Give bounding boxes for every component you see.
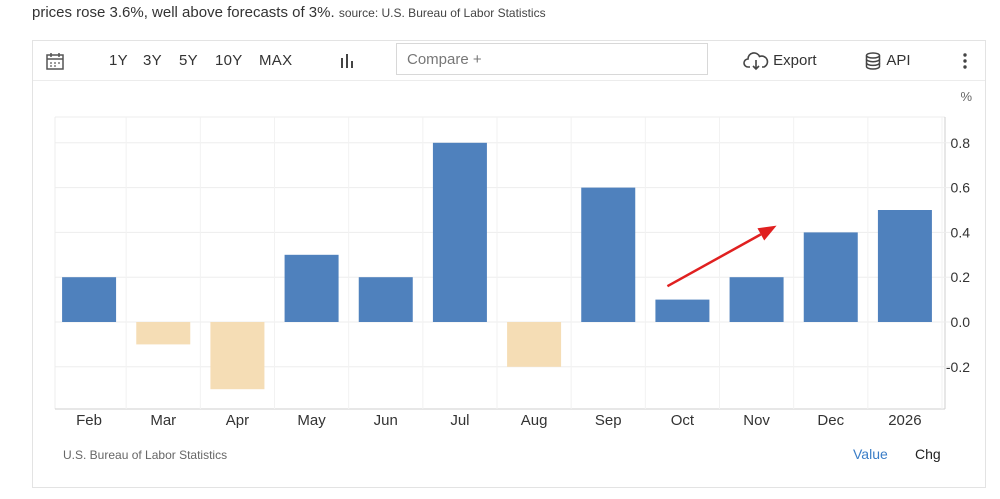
x-tick-label: Apr (226, 412, 249, 429)
footer-source: U.S. Bureau of Labor Statistics (63, 448, 228, 462)
range-1y-button[interactable]: 1Y (109, 52, 128, 69)
export-label: Export (773, 52, 817, 69)
annotation-arrow-head (757, 225, 777, 241)
bar-oct[interactable] (655, 299, 710, 322)
y-tick-label: -0.2 (946, 359, 970, 375)
x-tick-label: Feb (76, 412, 102, 429)
chart-toolbar: 1Y 3Y 5Y 10Y MAX Export (33, 41, 985, 81)
bar-chart-icon[interactable] (338, 41, 356, 81)
range-10y-button[interactable]: 10Y (215, 52, 243, 69)
chart-panel: 1Y 3Y 5Y 10Y MAX Export (32, 40, 986, 488)
api-button[interactable]: API (863, 41, 911, 81)
bar-may[interactable] (284, 254, 339, 322)
bar-nov[interactable] (729, 277, 784, 322)
x-tick-label: Jun (374, 412, 398, 429)
y-unit-label: % (960, 89, 972, 104)
bar-jun[interactable] (358, 277, 413, 322)
calendar-icon[interactable] (45, 41, 65, 81)
y-tick-label: 0.0 (951, 314, 971, 330)
x-tick-label: Mar (150, 412, 176, 429)
y-tick-label: 0.8 (951, 135, 971, 151)
compare-input[interactable] (396, 43, 708, 75)
bar-2026[interactable] (877, 210, 932, 322)
bar-aug[interactable] (507, 322, 562, 367)
x-tick-label: Oct (671, 412, 695, 429)
bar-chart: % Feb Mar Apr May Jun Jul Aug Sep Oct Nov Dec 2026 … (54, 89, 972, 429)
range-3y-button[interactable]: 3Y (143, 52, 162, 69)
y-tick-label: 0.2 (951, 269, 971, 285)
bar-feb[interactable] (62, 277, 117, 322)
export-button[interactable]: Export (743, 41, 817, 81)
x-tick-label: Jul (450, 412, 469, 429)
x-tick-label: May (297, 412, 326, 429)
y-tick-label: 0.4 (951, 224, 971, 240)
headline-source: source: U.S. Bureau of Labor Statistics (338, 6, 546, 20)
range-max-button[interactable]: MAX (259, 52, 293, 69)
x-tick-label: Nov (743, 412, 770, 429)
vertical-dots-icon[interactable] (961, 41, 969, 81)
bar-sep[interactable] (581, 187, 636, 322)
x-tick-label: 2026 (888, 412, 921, 429)
x-tick-label: Aug (521, 412, 548, 429)
range-5y-button[interactable]: 5Y (179, 52, 198, 69)
cloud-download-icon (743, 52, 769, 71)
bar-jul[interactable] (432, 142, 487, 322)
annotation-arrow-shaft (666, 233, 762, 288)
api-label: API (886, 52, 911, 69)
bar-mar[interactable] (136, 322, 191, 345)
headline: prices rose 3.6%, well above forecasts o… (32, 4, 546, 21)
bar-dec[interactable] (803, 232, 858, 322)
value-toggle[interactable]: Value (853, 446, 888, 462)
x-tick-label: Dec (817, 412, 844, 429)
chg-toggle[interactable]: Chg (915, 446, 941, 462)
y-tick-label: 0.6 (951, 180, 971, 196)
database-icon (865, 52, 881, 70)
headline-text: prices rose 3.6%, well above forecasts o… (32, 4, 335, 21)
x-tick-label: Sep (595, 412, 622, 429)
bar-apr[interactable] (210, 322, 265, 390)
